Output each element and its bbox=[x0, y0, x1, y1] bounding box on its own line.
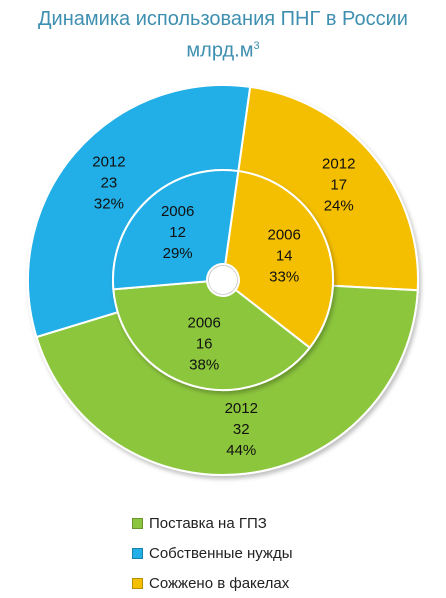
label-value-2006-2: 14 bbox=[276, 247, 293, 264]
label-value-2012-0: 32 bbox=[233, 421, 250, 438]
slice-2006-0 bbox=[112, 280, 312, 391]
label-year-2006-1: 2006 bbox=[161, 203, 194, 220]
chart-title: Динамика использования ПНГ в России млрд… bbox=[0, 6, 446, 65]
label-value-2012-1: 23 bbox=[101, 175, 118, 192]
label-percent-2006-0: 38% bbox=[189, 356, 219, 373]
label-year-2012-0: 2012 bbox=[225, 400, 258, 417]
chart-title-line2: млрд.м3 bbox=[0, 33, 446, 65]
label-percent-2006-1: 29% bbox=[163, 245, 193, 262]
legend-label: Сожжено в факелах bbox=[149, 574, 290, 592]
label-year-2012-1: 2012 bbox=[92, 154, 125, 171]
label-year-2006-2: 2006 bbox=[268, 226, 301, 243]
chart-title-unit-superscript: 3 bbox=[253, 40, 260, 52]
chart-title-line1: Динамика использования ПНГ в России bbox=[38, 8, 408, 30]
legend-label: Собственные нужды bbox=[149, 544, 293, 562]
label-percent-2012-2: 24% bbox=[324, 198, 354, 215]
legend-item: Сожжено в факелах bbox=[132, 568, 293, 598]
legend-label: Поставка на ГПЗ bbox=[149, 514, 267, 532]
legend-item: Собственные нужды bbox=[132, 538, 293, 568]
chart-title-unit: млрд.м bbox=[186, 39, 254, 62]
label-percent-2012-1: 32% bbox=[94, 196, 124, 213]
label-percent-2006-2: 33% bbox=[269, 268, 299, 285]
data-labels: 2006 14 33% 2006 16 38% 2006 12 29% 2012 17 24% 2012… bbox=[92, 154, 355, 459]
center-hole bbox=[209, 266, 237, 294]
label-year-2012-2: 2012 bbox=[322, 156, 355, 173]
label-value-2012-2: 17 bbox=[330, 177, 347, 194]
label-value-2006-0: 16 bbox=[196, 335, 213, 352]
legend-swatch bbox=[132, 517, 143, 529]
label-year-2006-0: 2006 bbox=[187, 314, 220, 331]
legend: Поставка на ГПЗ Собственные нужды Сожжено … bbox=[132, 508, 293, 598]
outer-ring-2012 bbox=[27, 84, 419, 476]
label-percent-2012-0: 44% bbox=[226, 442, 256, 459]
legend-swatch bbox=[132, 577, 143, 589]
label-value-2006-1: 12 bbox=[169, 224, 186, 241]
legend-item: Поставка на ГПЗ bbox=[132, 508, 293, 538]
slice-2006-1 bbox=[112, 169, 240, 291]
slice-2006-2 bbox=[224, 169, 334, 350]
legend-swatch bbox=[132, 547, 143, 559]
inner-ring-2006 bbox=[112, 169, 334, 391]
